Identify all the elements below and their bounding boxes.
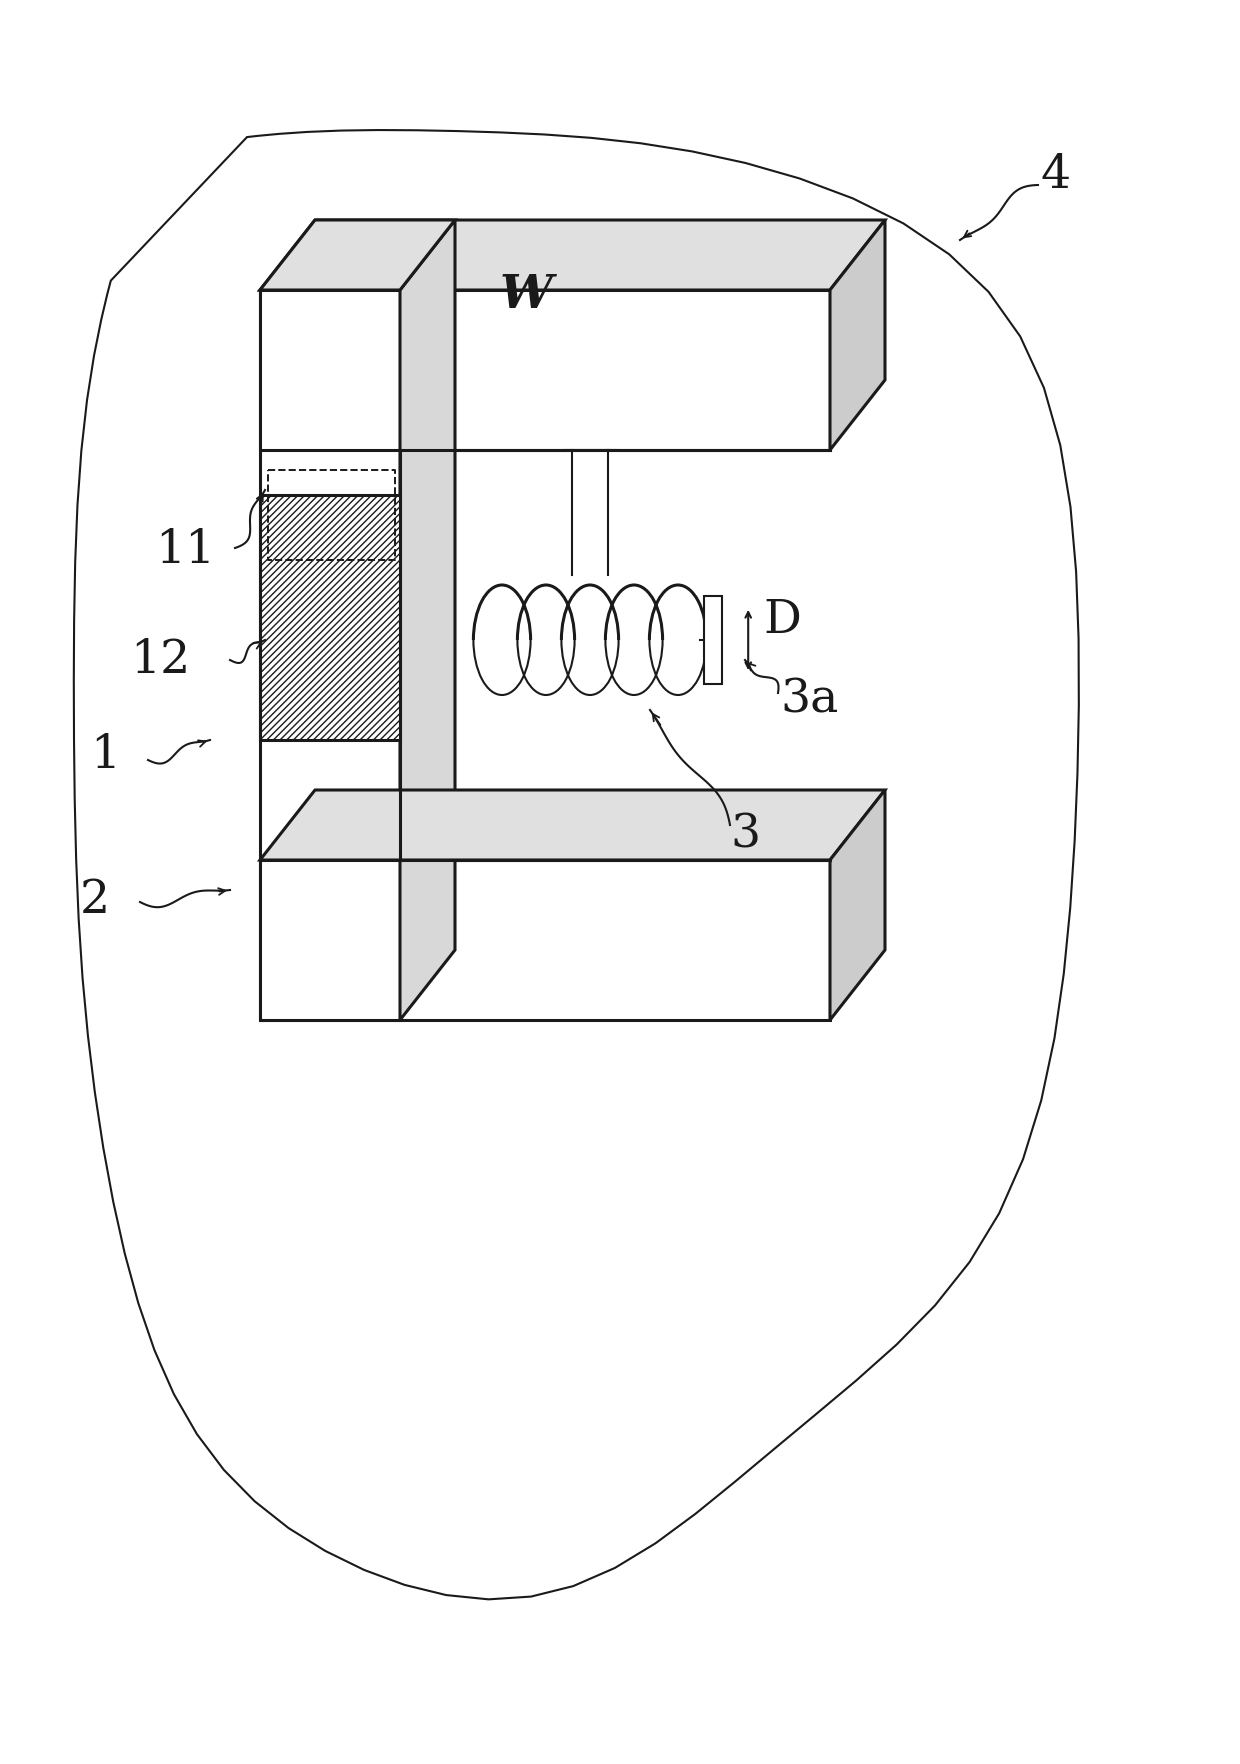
Polygon shape (74, 131, 1079, 1600)
Text: W: W (500, 272, 553, 318)
Text: 3: 3 (730, 813, 760, 857)
Text: 1: 1 (91, 732, 120, 778)
Polygon shape (704, 596, 722, 684)
Polygon shape (260, 496, 401, 741)
Polygon shape (260, 289, 830, 450)
Polygon shape (260, 220, 885, 289)
Text: 4: 4 (1040, 152, 1070, 198)
Text: D: D (763, 598, 801, 642)
Text: 3a: 3a (780, 677, 838, 723)
Polygon shape (830, 790, 885, 1020)
Polygon shape (260, 790, 885, 861)
Text: 12: 12 (130, 637, 190, 683)
Polygon shape (260, 220, 455, 289)
Polygon shape (401, 220, 455, 1020)
Polygon shape (260, 861, 830, 1020)
Text: 2: 2 (81, 877, 110, 923)
Polygon shape (830, 220, 885, 450)
Text: 11: 11 (155, 527, 216, 573)
Polygon shape (260, 289, 401, 1020)
